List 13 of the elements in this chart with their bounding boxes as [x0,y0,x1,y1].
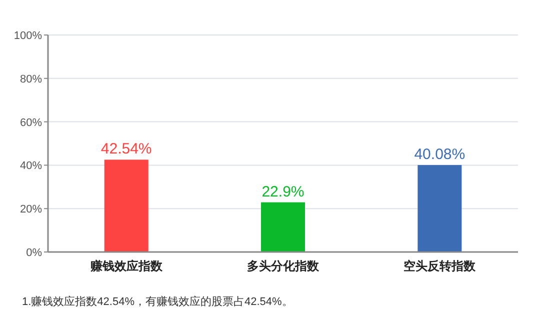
x-tick-label: 空头反转指数 [404,259,477,273]
data-label: 22.9% [262,183,304,200]
y-tick-label: 80% [20,73,42,86]
data-label: 40.08% [414,146,466,164]
y-tick-label: 100% [14,30,42,42]
y-tick-label: 0% [26,247,42,259]
y-tick-label: 20% [20,204,42,216]
data-label: 42.54% [100,140,152,158]
x-tick-label: 赚钱效应指数 [89,259,164,273]
y-tick-label: 40% [20,160,42,172]
x-tick-label: 多头分化指数 [247,259,320,273]
y-tick-label: 60% [20,116,42,129]
text: 1.赚钱效应指数42.54%，有赚钱效应的股票占42.54%。 [22,295,293,308]
